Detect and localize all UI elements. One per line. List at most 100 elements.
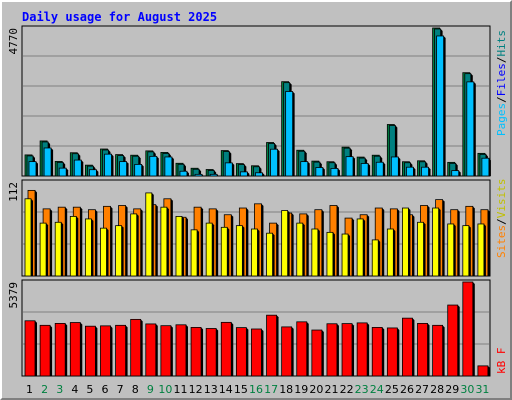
- day-label: 4: [71, 383, 78, 396]
- day-label: 9: [147, 383, 154, 396]
- kbf-bar: [432, 324, 445, 377]
- pages-bar: [58, 167, 69, 177]
- visits-bar: [477, 223, 486, 277]
- visits-bar: [205, 222, 215, 277]
- day-label: 29: [445, 383, 459, 396]
- visits-bar: [386, 228, 396, 277]
- visits-bar: [251, 228, 260, 277]
- chart-title: Daily usage for August 2025: [22, 10, 218, 24]
- kbf-bar: [266, 314, 279, 377]
- pages-bar: [255, 172, 265, 177]
- visits-bar: [160, 206, 169, 277]
- legend-sep: /: [495, 57, 508, 64]
- pages-bar: [194, 173, 205, 177]
- visits-bar: [100, 227, 109, 277]
- kbf-bar: [341, 323, 355, 377]
- visits-bar: [311, 228, 320, 277]
- pages-bar: [451, 170, 461, 177]
- legend-files: Files: [495, 63, 508, 96]
- pages-bar: [421, 166, 431, 177]
- kbf-bar: [371, 327, 385, 377]
- visits-bar: [356, 218, 366, 277]
- pages-bar: [209, 173, 220, 177]
- pages-bar: [436, 35, 446, 177]
- visits-bar: [296, 222, 305, 277]
- legend-sep: /: [495, 218, 508, 225]
- visits-bar: [402, 207, 411, 277]
- day-label: 15: [234, 383, 248, 396]
- kbf-bar: [220, 321, 234, 377]
- legend-sep: /: [495, 96, 508, 103]
- pages-bar: [179, 170, 189, 177]
- day-label: 5: [86, 383, 93, 396]
- day-label: 19: [294, 383, 308, 396]
- day-label: 21: [324, 383, 338, 396]
- visits-bar: [220, 226, 230, 277]
- pages-bar: [134, 164, 144, 177]
- pages-bar: [375, 161, 386, 177]
- kbf-bar: [160, 325, 173, 377]
- pages-bar: [330, 168, 340, 177]
- day-label: 24: [370, 383, 384, 396]
- pages-bar: [345, 156, 356, 177]
- day-label: 28: [430, 383, 444, 396]
- day-label: 31: [475, 383, 489, 396]
- pages-bar: [104, 153, 114, 177]
- pages-bar: [28, 161, 38, 177]
- kbf-bar: [205, 328, 219, 377]
- day-label: 2: [41, 383, 48, 396]
- pages-bar: [406, 166, 416, 177]
- pages-bar: [164, 156, 174, 177]
- kbf-bar: [190, 327, 204, 377]
- visits-bar: [447, 223, 456, 277]
- visits-bar: [84, 218, 94, 277]
- visits-bar: [432, 207, 441, 277]
- visits-bar: [235, 225, 245, 277]
- day-label: 13: [204, 383, 218, 396]
- pages-bar: [285, 91, 295, 177]
- day-label: 7: [117, 383, 124, 396]
- visits-bar: [371, 239, 381, 277]
- legend-hits: Hits: [495, 30, 508, 57]
- kbf-bar: [311, 329, 324, 377]
- pages-bar: [43, 147, 54, 177]
- pages-bar: [315, 167, 325, 177]
- kbf-bar: [115, 324, 128, 377]
- day-label: 14: [219, 383, 233, 396]
- visits-bar: [281, 210, 290, 277]
- legend-sites: Sites: [495, 225, 508, 258]
- day-label: 22: [340, 383, 354, 396]
- pages-bar: [224, 162, 235, 177]
- kbf-bar: [235, 327, 249, 377]
- legend-pages: Pages: [495, 103, 508, 136]
- visits-bar: [24, 198, 33, 277]
- visits-bar: [39, 222, 49, 277]
- visits-bar: [190, 229, 200, 277]
- visits-bar: [145, 192, 154, 277]
- day-label: 3: [56, 383, 63, 396]
- day-label: 1: [26, 383, 33, 396]
- day-label: 27: [415, 383, 429, 396]
- day-label: 16: [249, 383, 263, 396]
- visits-bar: [462, 225, 471, 277]
- kbf-bar: [175, 324, 188, 377]
- visits-bar: [54, 221, 64, 277]
- ymax-label-hits-files-pages: 4770: [7, 28, 20, 55]
- day-label: 10: [158, 383, 172, 396]
- visits-bar: [266, 232, 275, 277]
- day-label: 23: [355, 383, 369, 396]
- visits-bar: [326, 231, 335, 277]
- visits-bar: [130, 213, 139, 277]
- pages-bar: [270, 148, 280, 177]
- legend-kbf: kB F: [495, 348, 508, 375]
- kbf-bar: [296, 321, 309, 377]
- day-label: 12: [189, 383, 203, 396]
- visits-bar: [69, 216, 79, 277]
- kbf-bar: [39, 324, 53, 377]
- ymax-label-visits-sites: 112: [7, 182, 20, 202]
- kbf-bar: [356, 322, 370, 377]
- kbf-bar: [281, 326, 294, 377]
- kbf-bar: [130, 318, 143, 377]
- kbf-bar: [84, 325, 98, 377]
